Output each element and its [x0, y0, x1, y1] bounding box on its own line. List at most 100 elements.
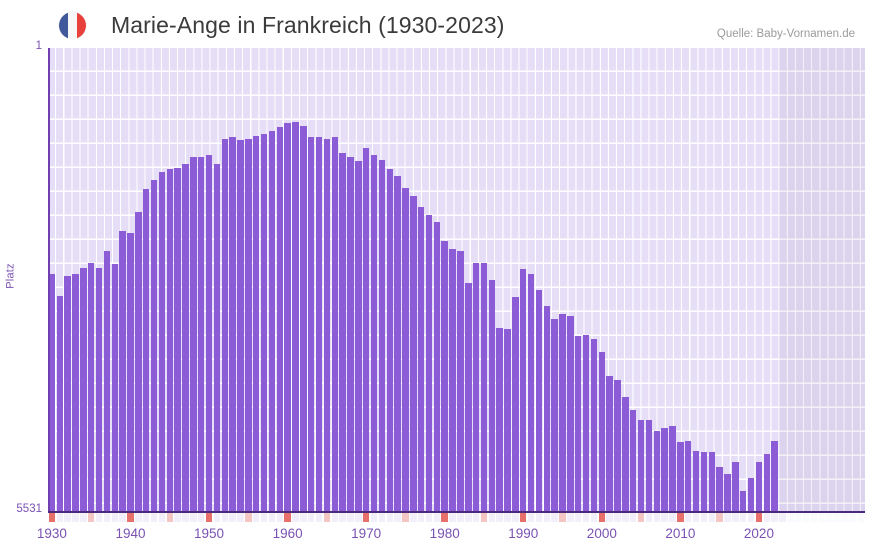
bar[interactable]: [150, 179, 158, 512]
bar[interactable]: [732, 462, 739, 512]
bar[interactable]: [700, 451, 708, 512]
bar[interactable]: [582, 334, 590, 512]
bar[interactable]: [182, 163, 189, 512]
bar[interactable]: [355, 161, 362, 512]
bar[interactable]: [205, 155, 213, 512]
bar[interactable]: [237, 140, 244, 512]
bar[interactable]: [708, 451, 716, 512]
bar[interactable]: [268, 130, 276, 512]
bar[interactable]: [622, 396, 629, 512]
bar[interactable]: [119, 230, 126, 512]
bar[interactable]: [166, 168, 173, 512]
bar[interactable]: [315, 136, 323, 512]
bar[interactable]: [465, 282, 472, 512]
bar[interactable]: [213, 163, 221, 512]
bar[interactable]: [441, 240, 448, 512]
bar[interactable]: [347, 157, 354, 512]
bar[interactable]: [307, 136, 315, 512]
bar[interactable]: [370, 155, 378, 512]
bar[interactable]: [504, 329, 511, 512]
bar[interactable]: [260, 133, 268, 512]
x-tick-cell: [64, 513, 71, 522]
bar[interactable]: [56, 296, 63, 512]
bar[interactable]: [535, 289, 543, 512]
bar[interactable]: [245, 138, 252, 512]
bar[interactable]: [417, 207, 425, 512]
bar[interactable]: [747, 477, 755, 512]
bar[interactable]: [95, 267, 103, 512]
bar[interactable]: [229, 136, 236, 512]
x-tick-cell: [692, 513, 700, 522]
bar[interactable]: [496, 328, 503, 512]
bar[interactable]: [724, 474, 731, 512]
bar[interactable]: [457, 250, 464, 512]
x-tick-cell: [818, 513, 825, 522]
bar[interactable]: [425, 214, 433, 512]
bar[interactable]: [512, 297, 519, 512]
bar[interactable]: [771, 440, 778, 512]
bar[interactable]: [716, 466, 723, 512]
bar[interactable]: [394, 176, 401, 512]
x-tick-cell: [834, 513, 841, 522]
bar[interactable]: [449, 249, 456, 512]
bar[interactable]: [64, 276, 71, 512]
bar[interactable]: [677, 442, 684, 512]
bar[interactable]: [480, 262, 488, 512]
bar[interactable]: [300, 125, 307, 512]
bar[interactable]: [645, 419, 653, 512]
bar[interactable]: [197, 157, 205, 512]
bar[interactable]: [559, 313, 566, 512]
bar[interactable]: [292, 121, 299, 512]
bar[interactable]: [575, 335, 582, 512]
bar[interactable]: [590, 339, 598, 512]
bar[interactable]: [362, 147, 370, 512]
bar[interactable]: [598, 351, 606, 512]
bar[interactable]: [127, 232, 134, 512]
bar[interactable]: [567, 316, 574, 512]
bar[interactable]: [142, 188, 150, 512]
bar[interactable]: [339, 152, 346, 512]
bar[interactable]: [543, 306, 551, 512]
bar[interactable]: [520, 268, 527, 512]
bar[interactable]: [551, 318, 558, 512]
x-tick-label: 1950: [194, 526, 225, 541]
bar[interactable]: [410, 195, 417, 512]
bar[interactable]: [87, 262, 95, 512]
bar[interactable]: [103, 250, 111, 512]
bar[interactable]: [669, 426, 676, 512]
bar[interactable]: [378, 159, 386, 512]
bar[interactable]: [614, 380, 621, 512]
bar[interactable]: [48, 274, 56, 512]
bar[interactable]: [527, 273, 535, 512]
bar[interactable]: [111, 264, 118, 512]
bar[interactable]: [630, 410, 637, 512]
bar[interactable]: [135, 212, 142, 512]
bar[interactable]: [72, 274, 79, 512]
bar[interactable]: [661, 428, 668, 512]
bar[interactable]: [692, 450, 700, 512]
bar[interactable]: [488, 279, 496, 512]
bar[interactable]: [323, 138, 331, 512]
bar[interactable]: [433, 222, 441, 512]
bar[interactable]: [221, 138, 228, 512]
source-attribution: Quelle: Baby-Vornamen.de: [716, 28, 855, 40]
bar[interactable]: [472, 262, 480, 512]
bar[interactable]: [174, 167, 181, 512]
bar[interactable]: [386, 168, 393, 512]
bar[interactable]: [402, 188, 409, 512]
bar[interactable]: [606, 376, 613, 512]
bar[interactable]: [653, 430, 661, 512]
bar[interactable]: [158, 172, 166, 512]
bar[interactable]: [276, 126, 283, 512]
bar[interactable]: [252, 136, 260, 512]
bar[interactable]: [284, 123, 291, 512]
bar[interactable]: [755, 461, 763, 512]
bar[interactable]: [685, 440, 692, 512]
bar[interactable]: [80, 267, 87, 512]
bar[interactable]: [740, 490, 747, 512]
bar[interactable]: [190, 157, 197, 512]
bar[interactable]: [763, 454, 771, 512]
bar[interactable]: [331, 136, 338, 512]
bar[interactable]: [637, 419, 645, 512]
